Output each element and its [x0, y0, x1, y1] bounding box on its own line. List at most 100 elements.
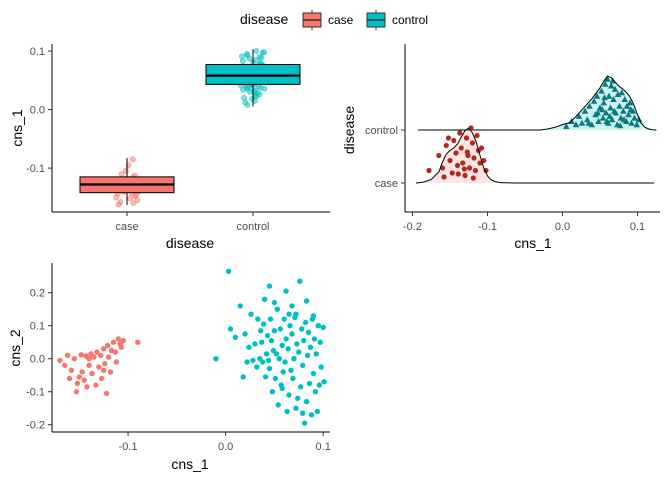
scatter-point-control [275, 402, 281, 408]
scatter-point-control [277, 326, 283, 332]
ridge-point-control [604, 75, 611, 82]
x-tick-label: 0.1 [316, 441, 331, 453]
scatter-point-control [302, 319, 309, 326]
scatter-point-control [303, 298, 310, 304]
x-tick-label-control: control [236, 221, 269, 233]
scatter-point-control [263, 351, 270, 357]
ridge-point-case [477, 160, 483, 166]
scatter-point-control [261, 296, 268, 302]
scatter-point-control [262, 374, 269, 380]
scatter-point-control [269, 389, 276, 395]
scatter-point-case [112, 349, 119, 355]
scatter-point-control [320, 324, 326, 331]
y-tick-label: 0.1 [30, 321, 45, 333]
ridge-point-control [572, 121, 580, 128]
boxplot-y-ticks: -0.1 0.0 0.1 [26, 46, 52, 175]
ridge-point-control [594, 109, 601, 116]
jitter-point-case [130, 200, 137, 207]
y-tick-label: -0.2 [26, 420, 45, 432]
ridge-point-control [631, 114, 638, 121]
scatter-point-control [305, 329, 312, 335]
scatter-point-case [101, 367, 107, 373]
ridge-point-case [466, 165, 473, 171]
scatter-point-control [279, 385, 285, 392]
jitter-point-control [261, 85, 268, 92]
scatter-point-control [288, 367, 294, 373]
legend-label-control: control [392, 13, 428, 27]
scatter-point-control [244, 359, 250, 365]
ridge-point-control [595, 118, 602, 124]
scatter-point-control [286, 311, 292, 317]
scatter-point-control [315, 323, 321, 329]
box-control [205, 63, 301, 85]
ridge-point-control [602, 109, 610, 116]
scatter-point-control [296, 349, 302, 355]
scatter-point-case [78, 352, 85, 358]
scatter-point-case [81, 377, 87, 383]
legend-key-control [366, 10, 386, 30]
scatter-point-control [274, 306, 280, 312]
scatter-point-case [89, 370, 95, 377]
ridgeline-x-ticks: -0.2 -0.1 0.0 0.1 [403, 212, 645, 233]
ridge-point-control [603, 118, 610, 124]
ridge-point-case [458, 145, 464, 151]
scatter-point-control [304, 352, 311, 359]
legend: disease case control [240, 10, 428, 30]
ridge-point-control [601, 94, 608, 101]
scatter-y-ticks: -0.2 -0.1 0.0 0.1 0.2 [26, 288, 52, 432]
jitter-point-case [115, 201, 122, 208]
ridge-point-case [443, 142, 449, 149]
ridge-point-control [607, 104, 614, 111]
scatter-point-control [308, 412, 315, 418]
ridgeline-x-title: cns_1 [514, 235, 552, 251]
scatter-point-control [285, 346, 291, 352]
scatter-point-control [306, 380, 313, 387]
scatter-point-control [268, 337, 275, 344]
ridge-point-control [617, 122, 624, 129]
boxplot-x-title: disease [166, 235, 214, 251]
scatter-point-case [84, 384, 90, 390]
scatter-point-control [271, 299, 278, 306]
scatter-point-control [300, 410, 306, 416]
ridge-point-control [593, 92, 601, 99]
y-tick-label: 0.0 [30, 105, 45, 117]
scatter-point-control [289, 331, 295, 337]
scatter-point-case [61, 362, 68, 368]
scatter-point-control [225, 268, 232, 274]
ridge-point-control [600, 99, 607, 106]
ridge-point-case [426, 167, 432, 174]
scatter-point-case [102, 361, 108, 367]
scatter-point-control [227, 326, 234, 332]
ridge-point-control [626, 99, 634, 106]
ridge-point-case [464, 149, 470, 155]
scatter-point-case [113, 359, 120, 365]
ridge-point-control [618, 89, 625, 96]
scatter-point-case [96, 364, 102, 370]
jitter-point-case [127, 195, 134, 202]
ridge-point-control [598, 87, 605, 94]
scatter-point-control [267, 316, 274, 322]
scatter-point-case [76, 374, 83, 380]
jitter-point-control [259, 49, 266, 56]
scatter-point-control [280, 369, 286, 375]
scatter-point-control [293, 405, 299, 411]
scatter-point-control [258, 328, 264, 334]
scatter-point-case [68, 367, 75, 373]
scatter-point-control [314, 408, 320, 415]
scatter-point-case [115, 336, 122, 342]
y-tick-label: -0.1 [26, 163, 45, 175]
scatter-point-control [294, 341, 300, 347]
scatter-point-control [240, 374, 246, 380]
scatter-point-case [93, 382, 99, 388]
ridgeline-panel: case control -0.2 -0.1 0.0 0.1 cns_1 disease [341, 44, 660, 251]
ridge-point-case [478, 145, 485, 151]
scatter-x-ticks: -0.1 0.0 0.1 [119, 432, 331, 453]
ridge-point-control [633, 121, 640, 128]
scatter-point-control [283, 336, 289, 342]
scatter-point-control [265, 357, 272, 364]
scatter-point-control [283, 288, 289, 294]
scatter-point-case [79, 369, 85, 375]
scatter-point-control [250, 357, 256, 364]
ridge-point-case [454, 162, 461, 169]
scatter-point-case [103, 390, 110, 397]
